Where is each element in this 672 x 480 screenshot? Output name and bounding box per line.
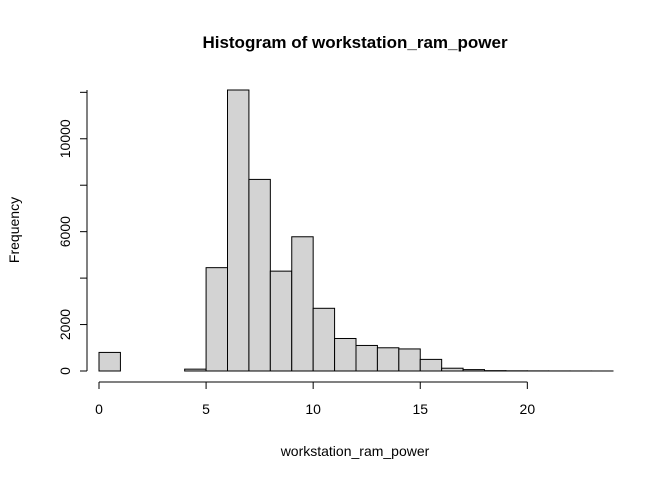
- x-tick-label-0: 0: [95, 401, 103, 417]
- y-axis: 0 2000 6000 10000: [57, 90, 88, 375]
- histogram-bar-15: [419, 358, 443, 372]
- y-axis-label: Frequency: [6, 197, 22, 263]
- y-tick-label-2000: 2000: [57, 309, 73, 340]
- histogram-bar-14: [398, 348, 421, 372]
- histogram-bar-16: [441, 367, 464, 372]
- histogram-bar-10: [312, 307, 336, 372]
- histogram-bar-8: [269, 270, 293, 372]
- x-tick-label-5: 5: [202, 401, 210, 417]
- x-tick-label-15: 15: [412, 401, 428, 417]
- histogram-bar-17: [462, 369, 486, 372]
- x-axis-label: workstation_ram_power: [280, 443, 430, 459]
- x-tick-label-20: 20: [520, 401, 536, 417]
- y-tick-label-6000: 6000: [57, 216, 73, 247]
- histogram-bar-9: [291, 236, 314, 372]
- histogram-bar-12: [355, 344, 378, 372]
- histogram-bar-13: [376, 347, 400, 372]
- histogram-bar-6: [227, 89, 250, 372]
- x-tick-label-10: 10: [305, 401, 321, 417]
- histogram-bar-11: [334, 337, 357, 372]
- bars-group: [98, 89, 614, 372]
- histogram-bar-4: [184, 368, 207, 372]
- chart-title: Histogram of workstation_ram_power: [202, 33, 508, 52]
- histogram-bar-0: [98, 351, 121, 372]
- y-tick-label-0: 0: [57, 367, 73, 375]
- histogram-bar-7: [248, 178, 271, 372]
- x-axis: 0 5 10 15 20: [95, 381, 536, 417]
- histogram-bar-5: [205, 267, 228, 372]
- y-tick-label-10000: 10000: [57, 119, 73, 158]
